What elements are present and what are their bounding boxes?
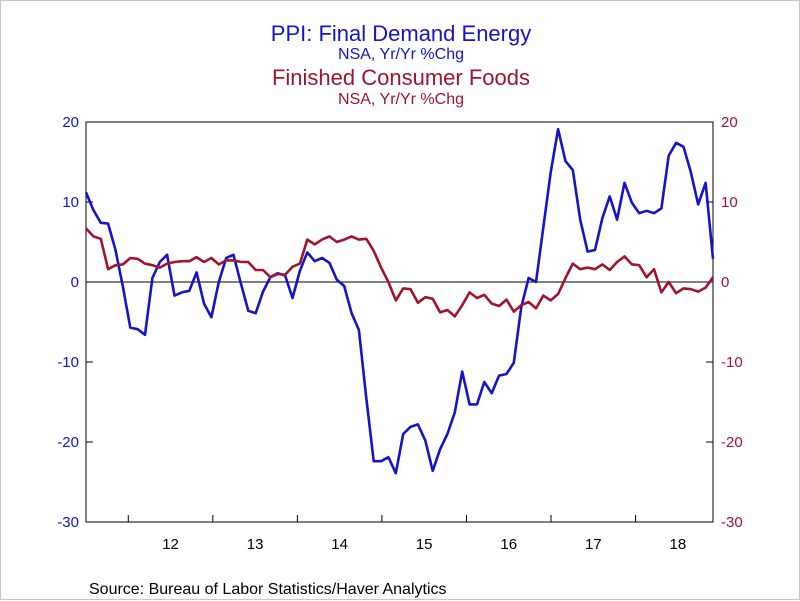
- series-line-foods: [85, 227, 715, 318]
- x-tick-label: 14: [331, 536, 348, 553]
- y-axis-left: 20 10 0 -10 -20 -30: [57, 114, 93, 531]
- x-tick-label: 13: [247, 536, 264, 553]
- x-tick-label: 17: [585, 536, 602, 553]
- chart-subtitle-1: NSA, Yr/Yr %Chg: [338, 46, 464, 63]
- y-tick-right-label: -30: [721, 514, 743, 531]
- y-tick-left-label: -30: [57, 514, 79, 531]
- y-tick-right-label: 20: [721, 114, 738, 131]
- x-tick-label: 18: [669, 536, 686, 553]
- y-tick-left-label: 20: [62, 114, 79, 131]
- series-lines: [84, 127, 715, 475]
- y-tick-right-label: -10: [721, 354, 743, 371]
- source-note: Source: Bureau of Labor Statistics/Haver…: [89, 581, 447, 598]
- series-line-energy: [84, 127, 715, 475]
- chart-subtitle-2: NSA, Yr/Yr %Chg: [338, 91, 464, 108]
- y-tick-left-label: -10: [57, 354, 79, 371]
- chart-title-1: PPI: Final Demand Energy: [271, 21, 531, 46]
- y-tick-right-label: 10: [721, 194, 738, 211]
- x-tick-label: 12: [162, 536, 179, 553]
- y-tick-left-label: 10: [62, 194, 79, 211]
- plot-area: [85, 121, 714, 523]
- y-tick-left-label: -20: [57, 434, 79, 451]
- x-tick-label: 15: [416, 536, 433, 553]
- chart-title-2: Finished Consumer Foods: [272, 65, 530, 90]
- x-tick-label: 16: [500, 536, 517, 553]
- x-axis: 12 13 14 15 16 17 18: [127, 515, 686, 553]
- y-tick-right-label: -20: [721, 434, 743, 451]
- y-tick-left-label: 0: [71, 274, 79, 291]
- y-tick-right-label: 0: [721, 274, 729, 291]
- y-axis-right: 20 10 0 -10 -20 -30: [706, 114, 743, 531]
